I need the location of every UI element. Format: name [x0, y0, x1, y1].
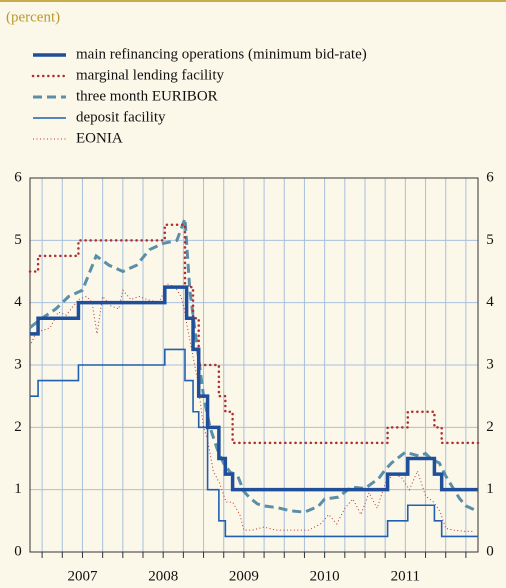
y2-tick-label: 1 — [486, 481, 494, 497]
y-tick-label: 4 — [14, 294, 22, 310]
plot-frame — [29, 177, 479, 553]
y2-tick-label: 0 — [486, 543, 494, 559]
y-tick-label: 2 — [14, 419, 22, 435]
y2-tick-label: 4 — [486, 294, 494, 310]
x-tick-label: 2010 — [310, 568, 340, 584]
legend-label: main refinancing operations (minimum bid… — [76, 46, 367, 62]
y-tick-label: 3 — [14, 356, 22, 372]
series-line — [30, 285, 478, 492]
x-tick-label: 2007 — [67, 568, 98, 584]
y2-tick-label: 5 — [486, 232, 494, 248]
y2-tick-label: 2 — [486, 419, 494, 435]
y-tick-label: 6 — [14, 169, 22, 185]
x-tick-label: 2008 — [148, 568, 178, 584]
y-tick-label: 1 — [14, 481, 22, 497]
series-line — [29, 217, 479, 514]
series-line — [29, 283, 474, 532]
legend-label: EONIA — [76, 130, 123, 146]
series-line — [28, 223, 480, 445]
legend-label: marginal lending facility — [76, 67, 225, 83]
y-tick-label: 5 — [14, 232, 22, 248]
y-tick-label: 0 — [14, 543, 22, 559]
subtitle: (percent) — [6, 9, 60, 25]
legend-label: deposit facility — [76, 109, 166, 125]
y2-tick-label: 3 — [486, 356, 494, 372]
y2-tick-label: 6 — [486, 169, 494, 185]
legend-label: three month EURIBOR — [76, 88, 218, 104]
x-tick-label: 2011 — [391, 568, 420, 584]
x-tick-label: 2009 — [229, 568, 259, 584]
